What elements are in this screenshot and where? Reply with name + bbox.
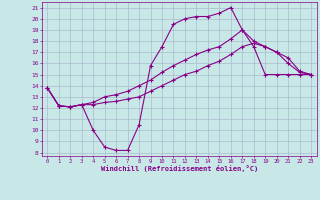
X-axis label: Windchill (Refroidissement éolien,°C): Windchill (Refroidissement éolien,°C) — [100, 165, 258, 172]
